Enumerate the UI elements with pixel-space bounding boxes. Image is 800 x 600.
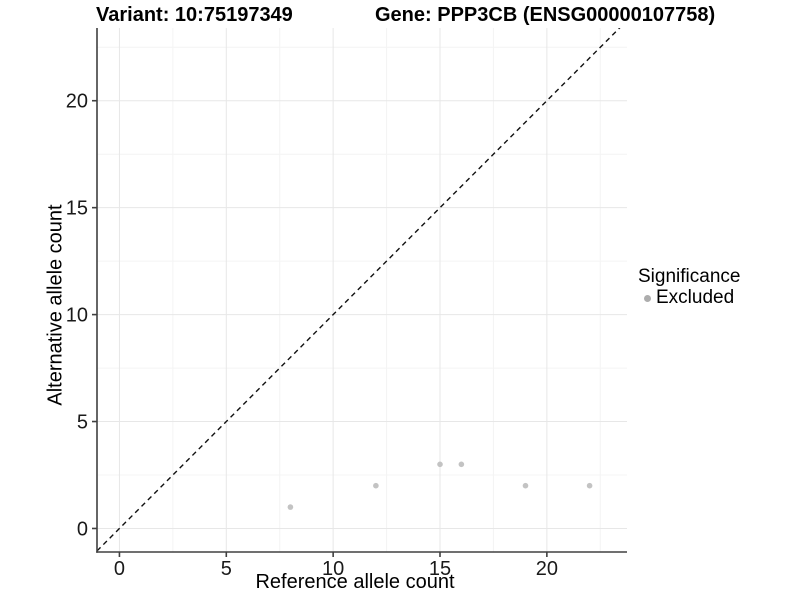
y-tick-label: 20 [66, 91, 88, 113]
x-tick-label: 20 [536, 558, 558, 580]
legend-entry-excluded: Excluded [636, 287, 740, 308]
variant-title: Variant: 10:75197349 [96, 4, 293, 26]
data-point [437, 461, 443, 468]
x-tick-label: 5 [221, 558, 232, 580]
legend: Significance Excluded [636, 266, 740, 308]
excluded-point-icon [644, 294, 651, 302]
data-point [373, 482, 379, 489]
y-axis-title: Alternative allele count [44, 204, 67, 406]
y-tick-label: 15 [66, 198, 88, 220]
legend-entry-label: Excluded [656, 287, 735, 308]
y-tick-label: 10 [66, 305, 88, 327]
data-point [586, 482, 593, 489]
y-tick-label: 0 [77, 518, 88, 540]
gene-title: Gene: PPP3CB (ENSG00000107758) [375, 4, 716, 26]
data-point [522, 482, 529, 489]
x-axis-title: Reference allele count [255, 571, 455, 593]
y-tick-label: 5 [77, 412, 88, 434]
x-tick-label: 0 [114, 558, 125, 580]
data-point [287, 504, 294, 510]
identity-dashed-line [97, 28, 621, 552]
data-point [458, 461, 465, 468]
x-tick-label: 10 [322, 558, 344, 580]
legend-title: Significance [638, 266, 741, 287]
x-tick-label: 15 [429, 558, 451, 580]
